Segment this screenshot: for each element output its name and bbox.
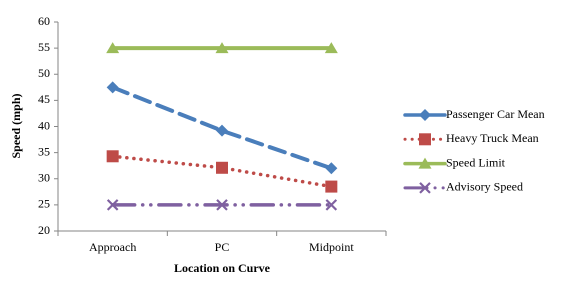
- legend-label: Passenger Car Mean: [446, 107, 545, 121]
- y-tick-label: 40: [38, 118, 50, 132]
- y-tick-label: 50: [38, 66, 50, 80]
- y-tick-label: 25: [38, 197, 50, 211]
- marker: [325, 199, 338, 211]
- legend-marker: [419, 133, 431, 146]
- series-line: [110, 154, 334, 189]
- legend-marker: [419, 109, 431, 121]
- x-axis-title: Location on Curve: [174, 261, 271, 275]
- y-tick-label: 20: [38, 223, 50, 237]
- marker: [325, 180, 338, 193]
- y-tick-label: 35: [38, 144, 50, 158]
- y-tick-label: 45: [38, 92, 50, 106]
- x-tick-label: Midpoint: [309, 240, 354, 254]
- marker: [324, 42, 338, 54]
- marker: [216, 124, 228, 137]
- marker: [216, 161, 228, 174]
- y-tick-label: 55: [38, 40, 50, 54]
- legend-label: Advisory Speed: [446, 180, 523, 194]
- marker: [325, 162, 338, 175]
- y-axis-title: Speed (mph): [9, 93, 23, 158]
- y-tick-label: 60: [38, 14, 50, 28]
- marker: [106, 42, 120, 54]
- x-tick-label: Approach: [89, 240, 136, 254]
- marker: [215, 42, 229, 54]
- marker: [106, 199, 119, 211]
- legend-marker: [419, 182, 431, 194]
- series-line: [110, 85, 334, 171]
- x-tick-label: PC: [215, 240, 230, 254]
- legend-marker: [418, 157, 432, 169]
- legend-label: Speed Limit: [446, 155, 506, 169]
- marker: [216, 199, 228, 211]
- marker: [106, 150, 119, 163]
- y-tick-label: 30: [38, 171, 50, 185]
- marker: [106, 81, 119, 94]
- legend-label: Heavy Truck Mean: [446, 131, 539, 145]
